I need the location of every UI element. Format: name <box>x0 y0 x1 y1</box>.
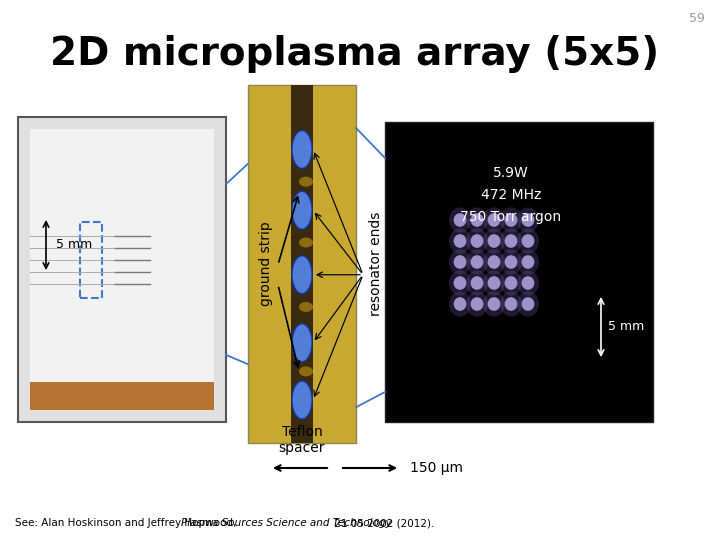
Text: 5 mm: 5 mm <box>608 321 644 334</box>
Ellipse shape <box>521 297 534 311</box>
Ellipse shape <box>500 228 522 254</box>
Ellipse shape <box>505 255 518 269</box>
Text: 472 MHz: 472 MHz <box>481 188 541 202</box>
Ellipse shape <box>454 297 467 311</box>
Ellipse shape <box>292 256 312 294</box>
Text: 21 05 2002 (2012).: 21 05 2002 (2012). <box>331 518 434 528</box>
Ellipse shape <box>483 271 505 295</box>
Ellipse shape <box>454 276 467 290</box>
Ellipse shape <box>500 207 522 233</box>
Ellipse shape <box>517 292 539 316</box>
Bar <box>248 85 356 443</box>
Ellipse shape <box>487 213 500 227</box>
Ellipse shape <box>521 234 534 248</box>
Ellipse shape <box>500 249 522 275</box>
Ellipse shape <box>521 255 534 269</box>
Ellipse shape <box>471 234 483 248</box>
Ellipse shape <box>292 131 312 168</box>
Ellipse shape <box>466 228 488 254</box>
Ellipse shape <box>517 249 539 275</box>
Text: 5.9W: 5.9W <box>493 166 529 180</box>
Ellipse shape <box>487 276 500 290</box>
Ellipse shape <box>505 213 518 227</box>
Ellipse shape <box>487 297 500 311</box>
Text: Teflon
spacer: Teflon spacer <box>279 425 325 455</box>
Ellipse shape <box>292 191 312 230</box>
Bar <box>291 85 313 443</box>
Text: Plasma Sources Science and Technology: Plasma Sources Science and Technology <box>181 518 392 528</box>
Ellipse shape <box>487 255 500 269</box>
Ellipse shape <box>299 177 313 187</box>
Ellipse shape <box>454 255 467 269</box>
Bar <box>385 122 653 422</box>
Ellipse shape <box>487 234 500 248</box>
Ellipse shape <box>299 238 313 247</box>
Ellipse shape <box>449 249 471 275</box>
Ellipse shape <box>292 381 312 419</box>
Ellipse shape <box>454 213 467 227</box>
Text: resonator ends: resonator ends <box>369 212 383 316</box>
Ellipse shape <box>483 292 505 316</box>
Ellipse shape <box>466 207 488 233</box>
Text: 5 mm: 5 mm <box>56 239 92 252</box>
Ellipse shape <box>449 207 471 233</box>
Ellipse shape <box>454 234 467 248</box>
Ellipse shape <box>521 213 534 227</box>
Ellipse shape <box>517 271 539 295</box>
Ellipse shape <box>466 249 488 275</box>
Text: 750 Torr argon: 750 Torr argon <box>460 210 562 224</box>
Text: 59: 59 <box>689 12 705 25</box>
Ellipse shape <box>471 276 483 290</box>
Ellipse shape <box>505 297 518 311</box>
Text: ground strip: ground strip <box>259 221 273 306</box>
Ellipse shape <box>517 207 539 233</box>
Ellipse shape <box>483 249 505 275</box>
Ellipse shape <box>449 228 471 254</box>
Ellipse shape <box>299 367 313 376</box>
Ellipse shape <box>471 297 483 311</box>
Text: 2D microplasma array (5x5): 2D microplasma array (5x5) <box>50 35 660 73</box>
Bar <box>30 129 214 410</box>
Ellipse shape <box>471 213 483 227</box>
Bar <box>18 117 226 422</box>
Ellipse shape <box>517 228 539 254</box>
Ellipse shape <box>471 255 483 269</box>
Ellipse shape <box>292 324 312 362</box>
Ellipse shape <box>483 207 505 233</box>
Ellipse shape <box>505 276 518 290</box>
Ellipse shape <box>449 271 471 295</box>
Ellipse shape <box>483 228 505 254</box>
Bar <box>30 382 214 410</box>
Text: See: Alan Hoskinson and Jeffrey Hopwood,: See: Alan Hoskinson and Jeffrey Hopwood, <box>15 518 240 528</box>
Ellipse shape <box>299 302 313 312</box>
Ellipse shape <box>449 292 471 316</box>
Text: 150 μm: 150 μm <box>410 461 463 475</box>
Ellipse shape <box>505 234 518 248</box>
Bar <box>80 222 102 298</box>
Ellipse shape <box>521 276 534 290</box>
Ellipse shape <box>466 271 488 295</box>
Ellipse shape <box>500 292 522 316</box>
Ellipse shape <box>500 271 522 295</box>
Ellipse shape <box>466 292 488 316</box>
